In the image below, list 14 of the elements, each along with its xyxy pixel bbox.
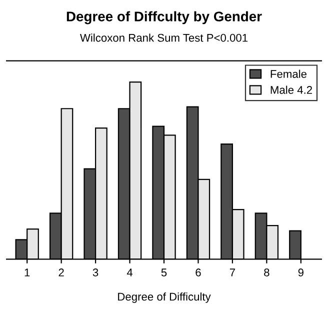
x-axis-title: Degree of Difficulty (118, 292, 211, 303)
chart-title: Degree of Diffculty by Gender (66, 11, 262, 24)
x-tick-label: 9 (298, 268, 304, 276)
x-tick-label: 7 (230, 268, 235, 276)
x-tick-label: 4 (126, 268, 133, 276)
legend-label: Male 4.2 (270, 86, 312, 94)
x-tick-label: 6 (196, 268, 201, 276)
legend-label: Female (270, 70, 306, 78)
x-tick-label: 8 (264, 268, 270, 276)
x-tick-label: 1 (24, 268, 30, 276)
x-tick-label: 2 (58, 268, 64, 276)
x-tick-label: 3 (92, 268, 98, 276)
x-tick-label: 5 (161, 268, 167, 276)
chart-subtitle: Wilcoxon Rank Sum Test P<0.001 (80, 34, 248, 42)
